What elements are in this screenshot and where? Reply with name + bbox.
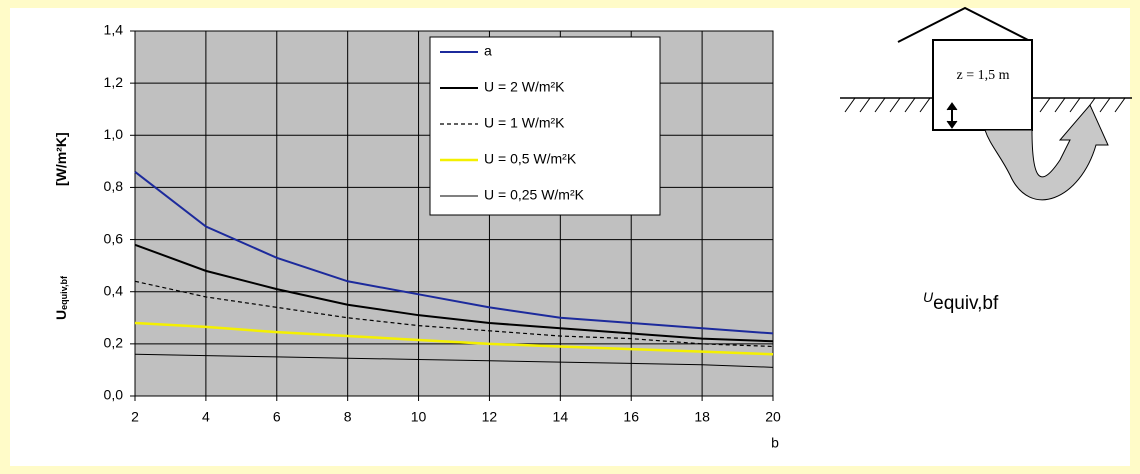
- building: [933, 40, 1032, 130]
- y-label-sub: equiv,bf: [59, 275, 69, 310]
- legend-label: U = 0,5 W/m²K: [484, 151, 577, 167]
- x-tick-label: 4: [202, 409, 210, 425]
- legend-label: U = 1 W/m²K: [484, 115, 565, 131]
- x-tick-label: 8: [344, 409, 352, 425]
- y-tick-label: 0,0: [104, 387, 124, 403]
- y-tick-label: 0,6: [104, 230, 124, 246]
- symbol: Uequiv,bf: [923, 289, 999, 314]
- x-tick-label: 12: [482, 409, 498, 425]
- y-tick-label: 0,2: [104, 335, 124, 351]
- x-axis-label: b: [771, 435, 779, 451]
- x-tick-label: 6: [273, 409, 281, 425]
- x-tick-label: 20: [765, 409, 781, 425]
- chart: b Uequiv,bf [W/m²K] z = 1,5 m Uequiv,bf 0…: [0, 0, 1140, 474]
- x-tick-label: 18: [694, 409, 710, 425]
- y-tick-label: 1,0: [104, 126, 124, 142]
- y-label-unit: [W/m²K]: [53, 132, 69, 186]
- legend-label: U = 0,25 W/m²K: [484, 187, 585, 203]
- y-label-symbol: U: [53, 310, 69, 320]
- y-tick-label: 1,4: [104, 22, 124, 38]
- legend-label: a: [484, 43, 492, 59]
- y-tick-label: 1,2: [104, 74, 124, 90]
- page: b Uequiv,bf [W/m²K] z = 1,5 m Uequiv,bf 0…: [0, 0, 1140, 474]
- x-tick-label: 10: [411, 409, 427, 425]
- x-tick-label: 2: [131, 409, 139, 425]
- legend-label: U = 2 W/m²K: [484, 79, 565, 95]
- depth-label: z = 1,5 m: [957, 68, 1010, 83]
- x-tick-label: 16: [623, 409, 639, 425]
- y-tick-label: 0,8: [104, 178, 124, 194]
- y-tick-label: 0,4: [104, 282, 124, 298]
- x-tick-label: 14: [553, 409, 569, 425]
- symbol-sub: equiv,bf: [933, 293, 999, 314]
